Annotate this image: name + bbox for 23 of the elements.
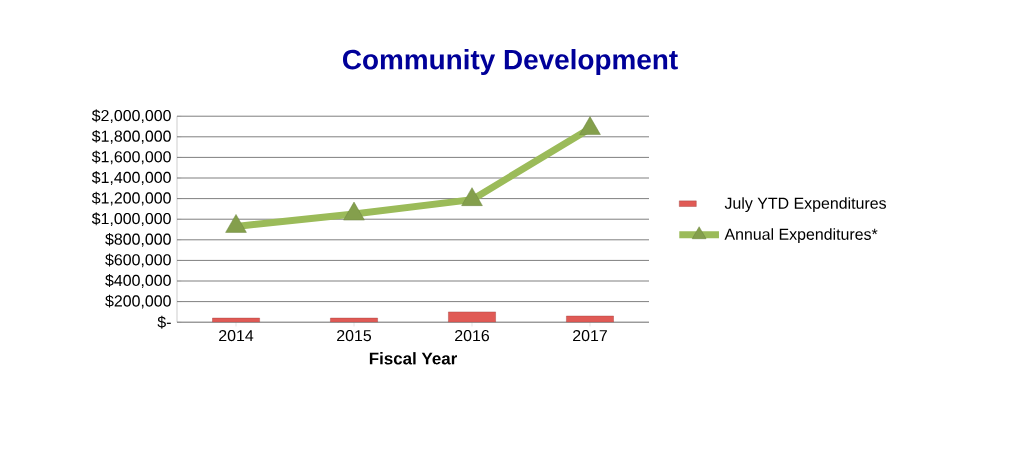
y-tick-label: $1,400,000 — [91, 171, 171, 185]
y-tick-label: $1,800,000 — [91, 129, 171, 144]
x-axis-title: Fiscal Year — [369, 352, 457, 365]
point — [225, 214, 247, 233]
point — [461, 187, 483, 206]
x-tick-label: 2015 — [337, 329, 372, 342]
y-tick-label: $1,200,000 — [91, 191, 171, 206]
y-tick-label: $1,000,000 — [91, 212, 171, 227]
y-tick-label: $2,000,000 — [91, 109, 171, 124]
x-tick-label: 2016 — [455, 329, 490, 342]
point — [579, 116, 601, 135]
y-tick-label: $600,000 — [105, 253, 171, 268]
y-tick-label: $800,000 — [105, 232, 171, 247]
legend-label: July YTD Expenditures — [724, 197, 886, 213]
point — [343, 201, 365, 221]
x-tick-label: 2017 — [573, 329, 607, 342]
legend-label: Annual Expenditures* — [724, 228, 878, 244]
x-tick-label: 2014 — [219, 329, 254, 342]
chart-title: Community Development — [342, 49, 678, 75]
y-tick-label: $1,600,000 — [91, 150, 171, 165]
y-tick-label: $400,000 — [105, 274, 171, 288]
y-tick-label: $- — [157, 315, 171, 329]
y-tick-label: $200,000 — [105, 294, 171, 309]
